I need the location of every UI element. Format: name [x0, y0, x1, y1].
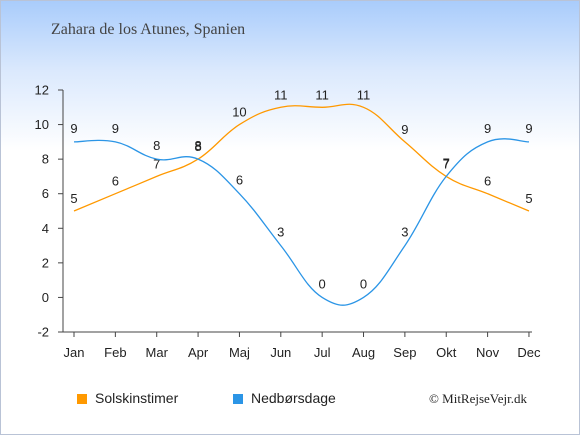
x-tick-label: Feb: [104, 345, 126, 360]
data-label-nedborsdage: 8: [194, 138, 201, 153]
x-tick-label: Maj: [229, 345, 250, 360]
y-tick-label: 4: [42, 221, 49, 236]
data-label-solskinstimer: 11: [357, 87, 371, 102]
data-label-solskinstimer: 5: [525, 191, 532, 206]
y-tick-label: 2: [42, 255, 49, 270]
x-tick-label: Jul: [314, 345, 331, 360]
legend-label-nedborsdage: Nedbørsdage: [251, 390, 336, 406]
data-label-nedborsdage: 0: [360, 276, 367, 291]
data-label-nedborsdage: 6: [236, 173, 243, 188]
legend-label-solskinstimer: Solskinstimer: [95, 390, 179, 406]
data-label-solskinstimer: 7: [153, 156, 160, 171]
data-label-nedborsdage: 7: [443, 155, 450, 170]
chart-title: Zahara de los Atunes, Spanien: [51, 21, 246, 38]
y-tick-label: 8: [42, 152, 49, 167]
legend-swatch-solskinstimer: [77, 394, 87, 404]
data-label-solskinstimer: 7: [443, 156, 450, 171]
x-tick-label: Apr: [188, 345, 209, 360]
x-tick-label: Mar: [146, 345, 169, 360]
x-tick-label: Sep: [393, 345, 416, 360]
x-tick-label: Aug: [352, 345, 375, 360]
data-label-solskinstimer: 6: [112, 174, 119, 189]
data-label-nedborsdage: 9: [112, 121, 119, 136]
x-tick-label: Nov: [476, 345, 500, 360]
x-tick-label: Jun: [270, 345, 291, 360]
data-label-solskinstimer: 5: [70, 191, 77, 206]
x-tick-label: Okt: [436, 345, 457, 360]
data-label-nedborsdage: 9: [70, 121, 77, 136]
y-tick-label: 12: [35, 83, 49, 98]
data-label-nedborsdage: 8: [153, 138, 160, 153]
data-label-nedborsdage: 0: [319, 276, 326, 291]
data-label-solskinstimer: 8: [194, 139, 201, 154]
data-label-nedborsdage: 3: [277, 225, 284, 240]
data-label-solskinstimer: 9: [401, 122, 408, 137]
data-label-nedborsdage: 9: [484, 121, 491, 136]
y-tick-label: 0: [42, 290, 49, 305]
x-tick-label: Jan: [64, 345, 85, 360]
data-label-nedborsdage: 9: [525, 121, 532, 136]
y-tick-label: -2: [37, 325, 49, 340]
y-tick-label: 10: [35, 117, 49, 132]
y-tick-label: 6: [42, 186, 49, 201]
series-line-nedborsdage: [73, 138, 530, 306]
series-line-solskinstimer: [73, 103, 530, 212]
data-label-nedborsdage: 3: [401, 225, 408, 240]
data-label-solskinstimer: 11: [315, 87, 329, 102]
data-label-solskinstimer: 6: [484, 174, 491, 189]
data-label-solskinstimer: 11: [274, 87, 288, 102]
copyright-text: © MitRejseVejr.dk: [429, 391, 527, 406]
x-tick-label: Dec: [517, 345, 541, 360]
legend-swatch-nedborsdage: [233, 394, 243, 404]
data-label-solskinstimer: 10: [232, 105, 246, 120]
